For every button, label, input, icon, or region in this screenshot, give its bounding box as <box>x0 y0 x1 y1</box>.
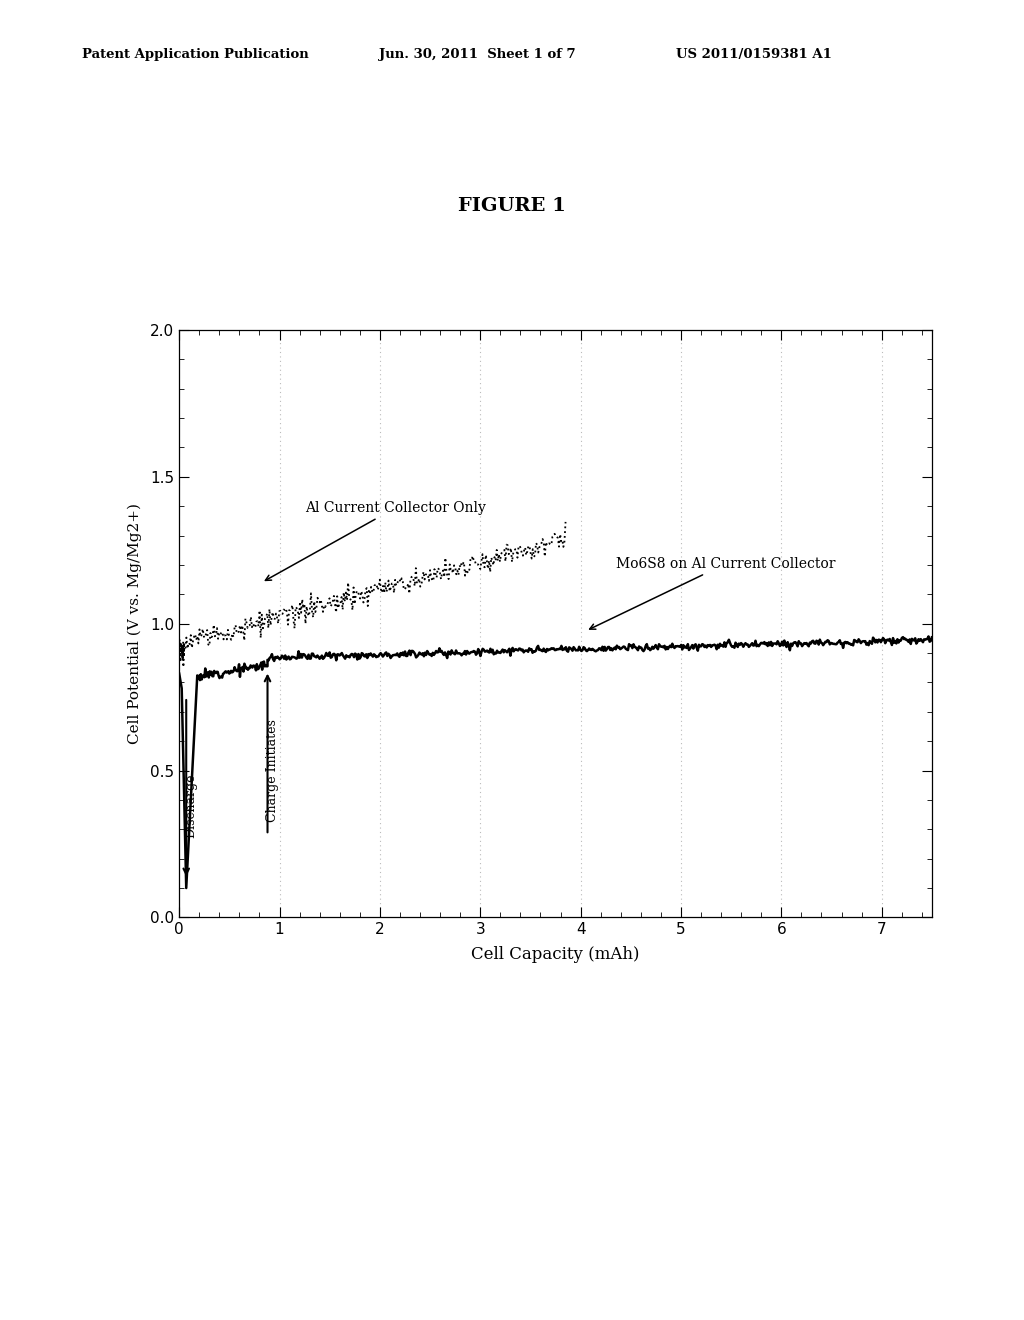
Text: FIGURE 1: FIGURE 1 <box>458 197 566 215</box>
Text: Charge Initiates: Charge Initiates <box>266 719 279 822</box>
Text: US 2011/0159381 A1: US 2011/0159381 A1 <box>676 48 831 61</box>
Y-axis label: Cell Potential (V vs. Mg/Mg2+): Cell Potential (V vs. Mg/Mg2+) <box>128 503 142 744</box>
Text: Al Current Collector Only: Al Current Collector Only <box>265 502 485 581</box>
Text: Discharge: Discharge <box>184 774 198 838</box>
Text: Patent Application Publication: Patent Application Publication <box>82 48 308 61</box>
X-axis label: Cell Capacity (mAh): Cell Capacity (mAh) <box>471 945 640 962</box>
Text: Jun. 30, 2011  Sheet 1 of 7: Jun. 30, 2011 Sheet 1 of 7 <box>379 48 575 61</box>
Text: Mo6S8 on Al Current Collector: Mo6S8 on Al Current Collector <box>590 557 836 630</box>
